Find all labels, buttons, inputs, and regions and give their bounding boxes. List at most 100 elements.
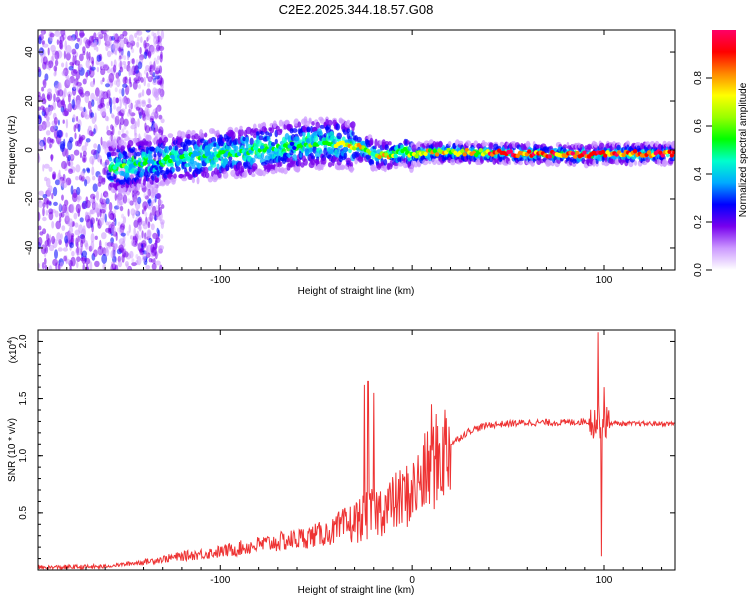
- spectrogram-cell: [393, 153, 398, 159]
- spectrogram-cell: [169, 163, 174, 168]
- spectrogram-cell: [231, 131, 236, 140]
- spectrogram-cell: [125, 263, 129, 269]
- spectrogram-cell: [122, 83, 128, 88]
- spectrogram-cell: [110, 237, 114, 244]
- spectrogram-cell: [295, 136, 300, 142]
- spectrogram-cell: [140, 146, 146, 151]
- spectrogram-cell: [82, 263, 85, 270]
- spectrogram-cell: [609, 158, 616, 165]
- spectrogram-cell: [42, 106, 46, 113]
- spectrogram-cell: [97, 248, 101, 254]
- spectrogram-cell: [122, 216, 127, 224]
- spectrogram-cell: [84, 114, 90, 120]
- spectrogram-cell: [88, 51, 91, 61]
- spectrogram-cell: [99, 61, 105, 68]
- spectrogram-cell: [89, 198, 95, 204]
- spectrogram-cell: [156, 106, 160, 112]
- spectrogram-cell: [160, 233, 164, 239]
- spectrogram-cell: [119, 205, 124, 212]
- spectrogram-cell: [127, 85, 131, 91]
- spectrogram-cell: [252, 133, 257, 139]
- spectrogram-cell: [139, 248, 143, 253]
- spectrogram-cell: [384, 144, 389, 151]
- spectrogram-cell: [121, 108, 126, 113]
- spectrogram-cell: [144, 122, 147, 131]
- spectrogram-cell: [53, 71, 57, 77]
- spectrogram-cell: [124, 261, 129, 267]
- spectrogram-cell: [105, 34, 111, 45]
- spectrogram-cell: [238, 128, 244, 137]
- spectrogram-cell: [136, 179, 141, 185]
- spectrogram-cell: [158, 114, 163, 120]
- spectrogram-cell: [116, 46, 120, 52]
- spectrogram-cell: [97, 181, 102, 187]
- spectrogram-cell: [97, 143, 101, 154]
- spectrogram-cell: [47, 47, 50, 56]
- spectrogram-cell: [138, 136, 142, 142]
- spectrogram-xlabel: Height of straight line (km): [298, 286, 415, 297]
- spectrogram-cell: [460, 148, 465, 154]
- spectrogram-cell: [109, 214, 113, 220]
- spectrogram-cell: [54, 210, 59, 218]
- spectrogram-cell: [124, 38, 128, 44]
- spectrogram-ylabel: Frequency (Hz): [7, 116, 18, 185]
- spectrogram-cell: [114, 192, 118, 201]
- spectrogram-cell: [69, 61, 74, 66]
- spectrogram-cell: [45, 115, 50, 122]
- spectrogram-cell: [155, 260, 161, 266]
- spectrogram-cell: [128, 266, 131, 270]
- spectrogram-cell: [90, 71, 95, 77]
- spectrogram-cell: [110, 45, 113, 51]
- spectrogram-cell: [142, 255, 147, 262]
- spectrogram-cell: [114, 87, 118, 93]
- spectrogram-cell: [38, 262, 41, 269]
- spectrogram-cell: [143, 51, 148, 60]
- spectrogram-cell: [154, 251, 158, 260]
- spectrogram-cell: [120, 223, 126, 231]
- spectrogram-cell: [147, 204, 152, 210]
- spectrogram-cell: [127, 55, 130, 61]
- spectrogram-cell: [84, 257, 91, 265]
- spectrogram-cell: [85, 59, 90, 69]
- spectrogram-cell: [79, 106, 84, 111]
- spectrogram-cell: [632, 149, 638, 154]
- spectrogram-cell: [297, 121, 302, 128]
- spectrogram-cell: [289, 141, 295, 146]
- spectrogram-cell: [70, 37, 75, 42]
- spectrogram-cell: [108, 244, 112, 250]
- spectrogram-cell: [152, 72, 156, 78]
- spectrogram-cell: [151, 126, 155, 132]
- spectrogram-cell: [129, 200, 134, 206]
- spectrogram-cell: [527, 149, 532, 154]
- spectrogram-cell: [112, 32, 116, 38]
- spectrogram-cell: [68, 168, 73, 174]
- spectrogram-cell: [65, 132, 68, 138]
- spectrogram-cell: [131, 66, 134, 76]
- spectrogram-cell: [44, 73, 49, 81]
- spectrogram-cell: [74, 30, 78, 40]
- spectrogram-cell: [53, 117, 58, 125]
- spectrogram-cell: [41, 262, 45, 270]
- spectrogram-cell: [103, 193, 107, 199]
- spectrogram-cell: [141, 230, 144, 239]
- spectrogram-cell: [119, 39, 125, 50]
- spectrogram-cell: [99, 239, 102, 250]
- spectrogram-cell: [278, 119, 283, 127]
- spectrogram-cell: [38, 36, 42, 45]
- spectrogram-cell: [124, 64, 128, 69]
- spectrogram-cell: [118, 56, 122, 62]
- spectrogram-cell: [104, 205, 107, 211]
- spectrogram-cell: [345, 157, 352, 164]
- spectrogram-cell: [116, 115, 120, 120]
- spectrogram-cell: [44, 264, 48, 270]
- figure-title: C2E2.2025.344.18.57.G08: [278, 2, 434, 17]
- spectrogram-cell: [68, 65, 74, 71]
- spectrogram-cell: [85, 39, 91, 49]
- spectrogram-cell: [74, 222, 79, 228]
- spectrogram-cell: [67, 140, 73, 151]
- spectrogram-cell: [155, 185, 159, 194]
- spectrogram-cell: [77, 235, 80, 243]
- snr-ytick-label: 1.5: [18, 391, 29, 405]
- spectrogram-cell: [163, 136, 169, 143]
- snr-series-line: [38, 332, 675, 570]
